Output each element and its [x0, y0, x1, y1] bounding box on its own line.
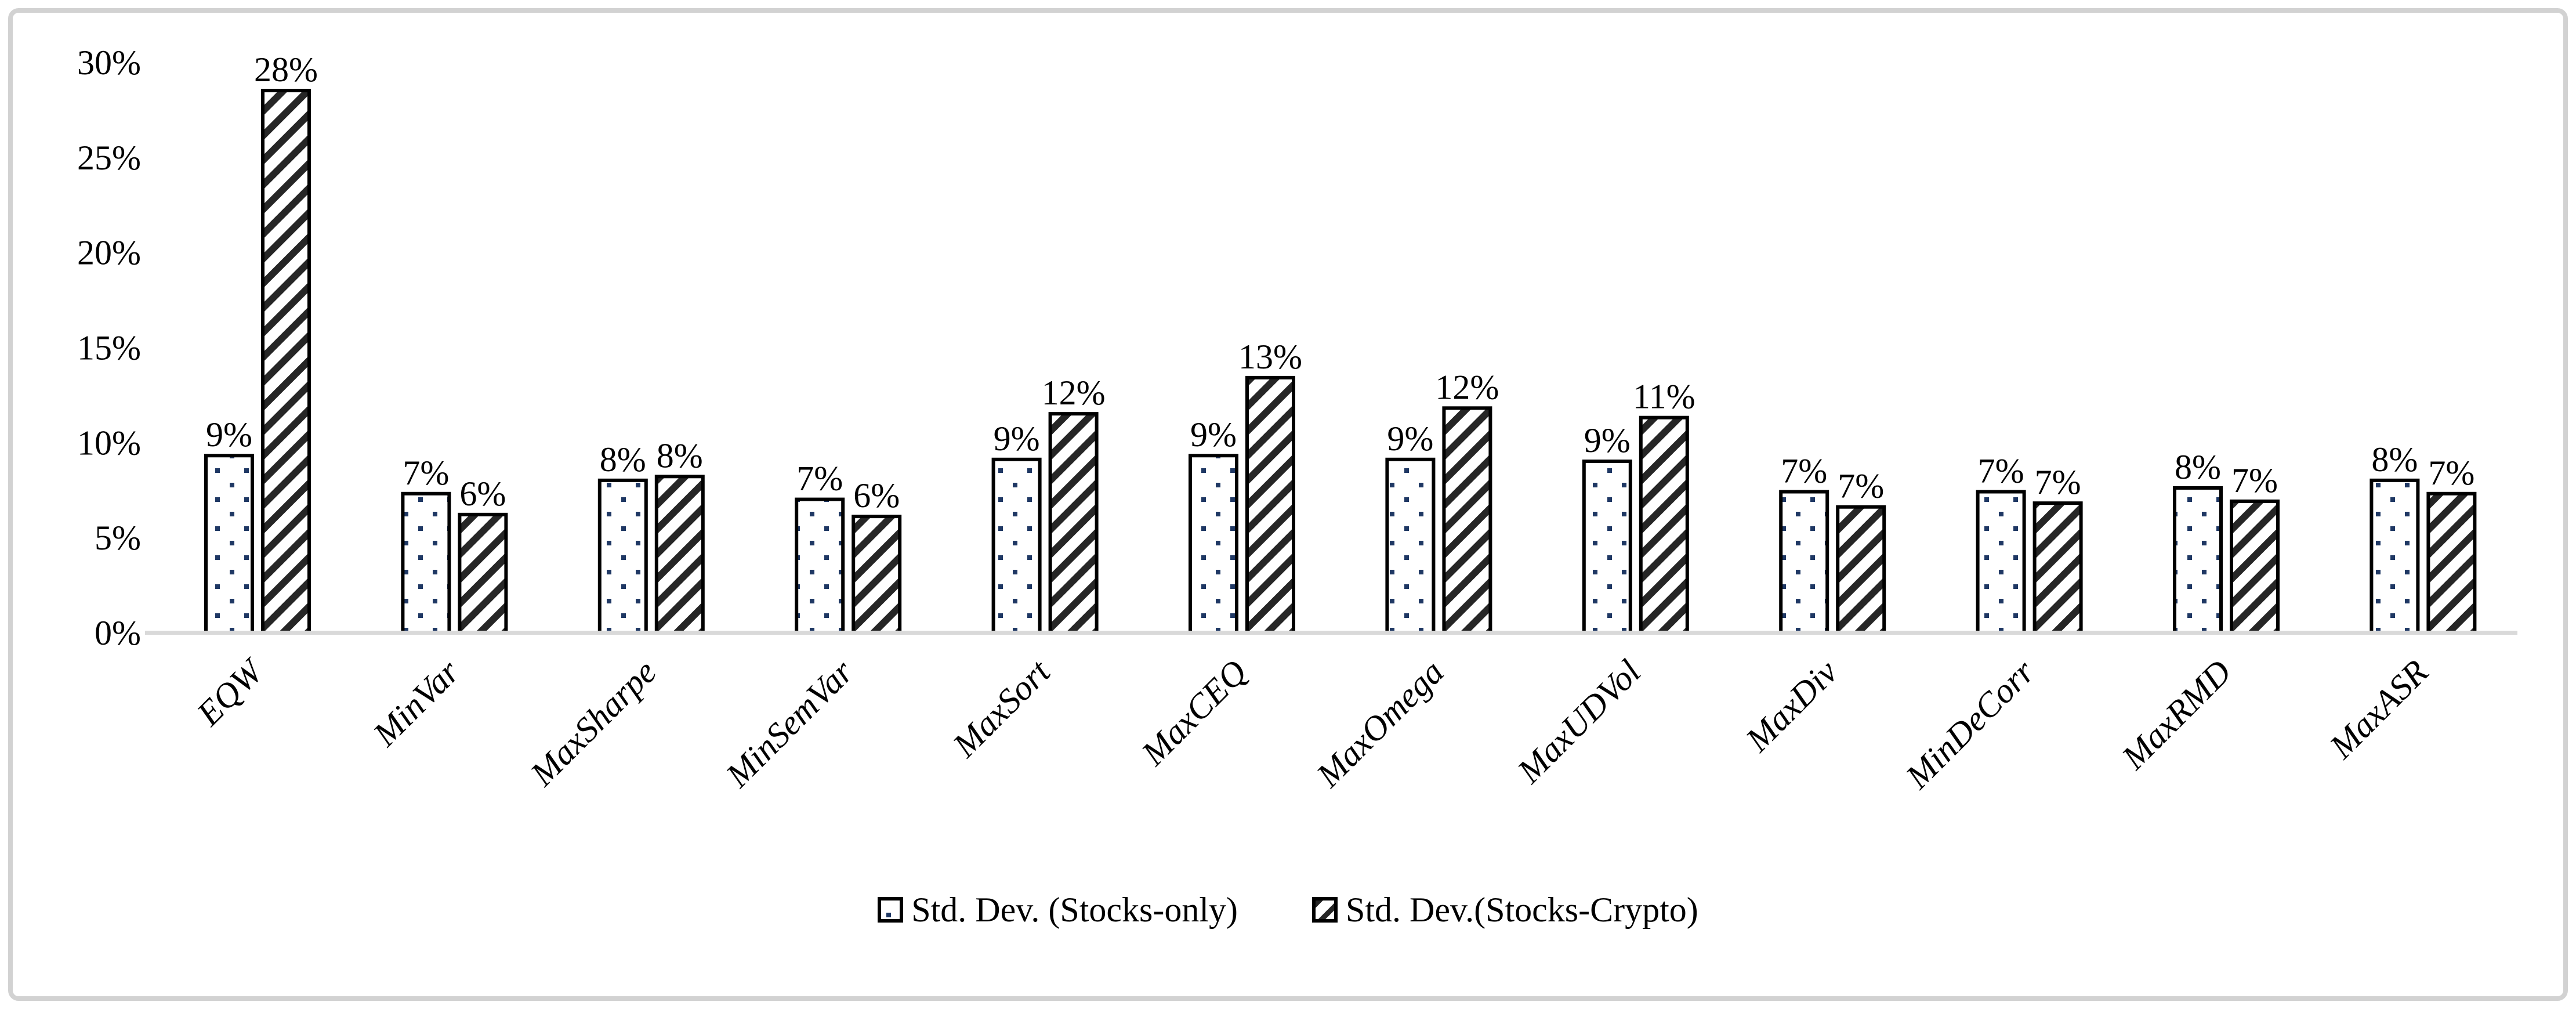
bar-stocks-only-MinVar [401, 491, 451, 634]
data-label: 6% [853, 476, 900, 515]
data-label: 8% [2371, 440, 2418, 479]
axis-baseline-line [145, 631, 2517, 635]
data-label: 7% [2035, 463, 2081, 501]
x-axis-category-labels: EQW MinVar MaxSharpe MinSemVar MaxSort MaxCEQ… [189, 650, 2436, 796]
data-label: 8% [2175, 448, 2221, 486]
data-label: 7% [1978, 452, 2024, 490]
data-label: 13% [1238, 338, 1302, 376]
data-label: 7% [1838, 467, 1884, 505]
bar-stocks-crypto-MaxOmega [1442, 406, 1492, 635]
y-tick-label-0%: 0% [95, 614, 141, 652]
y-axis-tick-labels: 0% 5% 10% 15% 20% 25% 30% [77, 44, 141, 652]
legend-label: Std. Dev. (Stocks-only) [911, 891, 1238, 929]
data-label: 8% [600, 440, 646, 479]
data-label: 7% [796, 460, 843, 498]
category-label-MaxOmega: MaxOmega [1309, 653, 1451, 795]
category-label-MaxCEQ: MaxCEQ [1134, 653, 1255, 773]
bar-stocks-crypto-MaxUDVol [1639, 415, 1689, 634]
data-label: 9% [206, 415, 252, 454]
bar-stocks-only-MaxCEQ [1189, 454, 1238, 634]
category-label-MaxRMD: MaxRMD [2114, 653, 2239, 777]
bar-stocks-only-MaxSharpe [597, 478, 648, 635]
legend-label: Std. Dev.(Stocks-Crypto) [1346, 891, 1698, 929]
data-label: 7% [403, 454, 449, 492]
bar-stocks-only-MaxASR [2370, 478, 2420, 635]
bar-stocks-only-MinDeCorr [1976, 490, 2026, 635]
data-label: 7% [1781, 452, 1827, 490]
y-tick-label-20%: 20% [77, 234, 141, 272]
bar-stocks-crypto-MaxCEQ [1245, 375, 1295, 635]
bar-stocks-only-MaxSort [991, 457, 1042, 635]
x-axis-baseline [145, 631, 2517, 635]
data-label: 8% [657, 436, 703, 475]
bar-stocks-crypto-MaxRMD [2230, 499, 2280, 635]
y-tick-label-5%: 5% [95, 519, 141, 557]
bar-stocks-only-MaxRMD [2173, 486, 2223, 634]
bar-stocks-crypto-MaxSort [1048, 412, 1099, 635]
category-label-EQW: EQW [189, 650, 272, 733]
data-labels-layer: 9%28%7%6%8% 8%7% 6%9%12%9%13%9%12%9%11%7% 7… [206, 50, 2474, 515]
bar-stocks-only-MinSemVar [795, 497, 845, 634]
data-label: 7% [2428, 454, 2474, 492]
bar-stocks-crypto-MaxSharpe [654, 475, 705, 634]
data-label: 12% [1435, 368, 1499, 406]
legend: Std. Dev. (Stocks-only) Std. Dev.(Stocks… [0, 892, 2576, 927]
data-label: 9% [994, 419, 1040, 458]
data-label: 12% [1042, 374, 1106, 412]
data-label: 9% [1584, 421, 1631, 460]
striped-square-legend-marker-icon [1312, 897, 1338, 923]
bar-stocks-only-MaxDiv [1779, 490, 1829, 635]
bar-stocks-crypto-EQW [261, 89, 311, 634]
category-label-MaxUDVol: MaxUDVol [1510, 653, 1648, 791]
category-label-MinVar: MinVar [365, 652, 467, 754]
bar-stocks-only-MaxUDVol [1582, 460, 1632, 634]
bar-stocks-crypto-MinVar [458, 512, 508, 634]
y-tick-label-15%: 15% [77, 328, 141, 367]
data-label: 7% [2231, 461, 2278, 500]
category-label-MaxDiv: MaxDiv [1738, 652, 1845, 759]
legend-item-stocks-only: Std. Dev. (Stocks-only) [878, 892, 1238, 927]
category-label-MaxASR: MaxASR [2322, 653, 2436, 766]
category-label-MinSemVar: MinSemVar [718, 652, 861, 795]
data-label: 28% [254, 50, 318, 89]
data-label: 9% [1387, 419, 1433, 458]
y-tick-label-25%: 25% [77, 139, 141, 177]
category-label-MinDeCorr: MinDeCorr [1898, 652, 2042, 796]
bar-stocks-crypto-MaxASR [2426, 491, 2477, 634]
category-label-MaxSort: MaxSort [945, 652, 1057, 765]
legend-item-stocks-crypto: Std. Dev.(Stocks-Crypto) [1312, 892, 1698, 927]
data-label: 11% [1633, 378, 1695, 416]
bar-stocks-crypto-MaxDiv [1836, 505, 1886, 635]
y-tick-label-10%: 10% [77, 424, 141, 462]
data-label: 6% [459, 475, 506, 513]
bar-stocks-only-MaxOmega [1385, 457, 1436, 635]
bar-stocks-crypto-MinSemVar [852, 515, 902, 635]
bar-stocks-only-EQW [204, 454, 254, 634]
category-label-MaxSharpe: MaxSharpe [523, 653, 664, 794]
bar-stocks-crypto-MinDeCorr [2032, 501, 2083, 634]
data-label: 9% [1190, 415, 1237, 454]
y-tick-label-30%: 30% [77, 44, 141, 82]
bars-layer [204, 89, 2477, 635]
dotted-square-legend-marker-icon [878, 897, 904, 923]
